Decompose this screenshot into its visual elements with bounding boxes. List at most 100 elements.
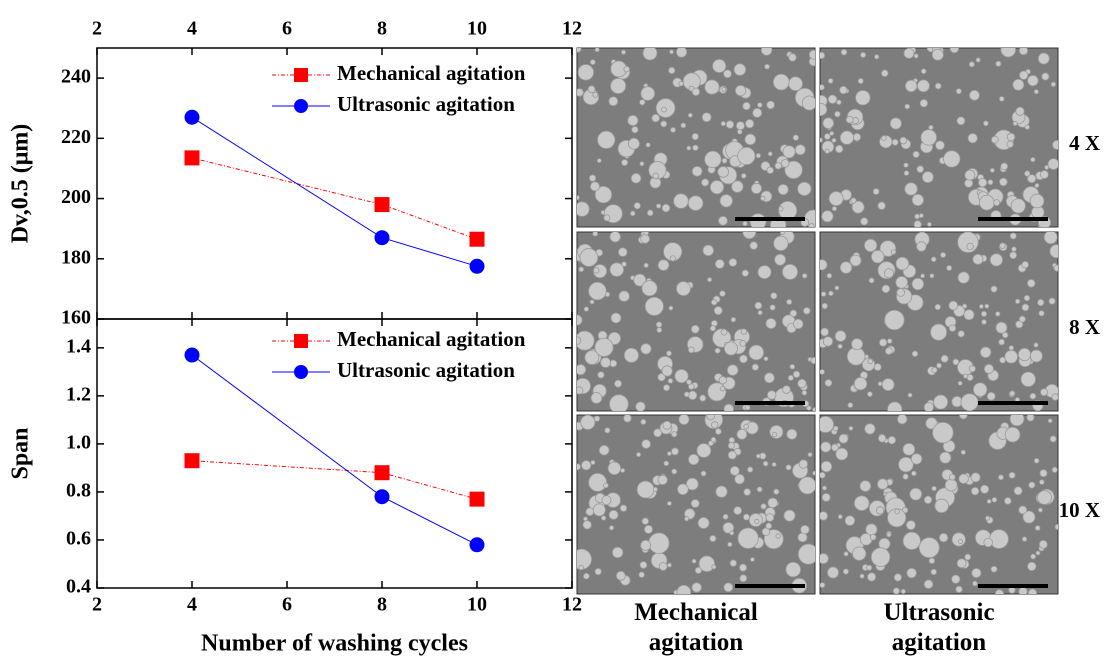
particle	[727, 450, 737, 460]
particle	[934, 303, 941, 311]
particle	[1039, 479, 1045, 485]
particle	[767, 497, 779, 509]
particle	[875, 506, 885, 515]
particle	[594, 48, 600, 53]
particle	[661, 365, 673, 377]
particle	[669, 255, 676, 262]
particle	[836, 99, 842, 106]
particle	[1052, 139, 1058, 150]
particle	[902, 473, 909, 480]
particle	[892, 587, 900, 594]
particle	[577, 201, 590, 217]
particle	[1047, 418, 1053, 424]
particle	[1043, 232, 1058, 245]
particle	[903, 170, 910, 176]
y-tick-label: 1.4	[66, 335, 91, 357]
particle	[794, 144, 806, 156]
particle	[774, 162, 782, 170]
particle	[990, 565, 998, 573]
particle	[739, 574, 748, 583]
particle	[792, 370, 801, 378]
particle	[788, 76, 803, 92]
particle	[1040, 388, 1049, 397]
particle	[904, 79, 918, 93]
particle	[911, 193, 924, 207]
particle	[1021, 303, 1030, 312]
particle	[614, 379, 623, 388]
particle	[837, 343, 843, 349]
particle	[1008, 345, 1015, 351]
x-tick-label: 2	[92, 594, 102, 616]
particle	[714, 347, 721, 354]
particle	[618, 290, 630, 302]
particle	[820, 441, 832, 453]
particle	[1037, 490, 1052, 505]
particle	[810, 356, 815, 365]
particle	[894, 508, 900, 515]
particle	[609, 394, 629, 411]
particle	[706, 415, 715, 421]
particle	[674, 369, 689, 384]
particle	[839, 85, 848, 95]
particle	[619, 504, 628, 512]
particle	[998, 338, 1005, 346]
particle	[742, 220, 748, 227]
y-tick-label: 160	[61, 307, 91, 329]
particle	[788, 53, 797, 62]
particle	[701, 112, 712, 123]
particle	[824, 148, 830, 154]
particle	[820, 553, 829, 565]
particle	[863, 238, 878, 253]
particle	[957, 330, 965, 338]
particle	[884, 347, 893, 355]
particle	[878, 338, 888, 347]
particle	[883, 268, 894, 279]
particle	[1013, 486, 1023, 496]
particle	[982, 120, 989, 127]
particle	[675, 48, 688, 58]
particle	[686, 379, 692, 386]
particle	[960, 393, 979, 411]
particle	[832, 425, 839, 432]
particle	[821, 492, 831, 502]
particle	[859, 573, 865, 579]
particle	[798, 476, 815, 495]
particle	[723, 69, 732, 79]
particle	[1015, 106, 1025, 116]
particle	[820, 291, 827, 297]
particle	[604, 427, 611, 434]
particle	[666, 500, 672, 506]
particle	[956, 558, 967, 569]
particle	[999, 242, 1006, 249]
particle	[955, 88, 962, 95]
particle	[1008, 471, 1016, 479]
particle	[661, 203, 671, 213]
particle	[782, 145, 796, 159]
particle	[704, 150, 722, 169]
particle	[820, 327, 829, 337]
legend-label: Ultrasonic agitation	[337, 358, 515, 382]
particle	[1027, 561, 1037, 572]
particle	[801, 95, 815, 111]
legend-label: Mechanical agitation	[337, 327, 526, 351]
particle	[597, 371, 605, 379]
particle	[767, 151, 773, 157]
particle	[727, 541, 733, 548]
particle	[839, 130, 855, 145]
particle	[643, 262, 649, 268]
particle	[979, 346, 992, 359]
row-label: 4 X	[1069, 131, 1100, 155]
particle	[756, 486, 763, 493]
particle	[631, 126, 639, 134]
particle	[757, 310, 763, 316]
particle	[583, 572, 590, 580]
particle	[652, 172, 660, 180]
particle	[958, 538, 964, 545]
particle	[826, 272, 833, 279]
particle	[687, 195, 704, 211]
particle	[722, 513, 729, 520]
particle	[797, 181, 812, 196]
legend-label: Mechanical agitation	[337, 61, 526, 85]
particle	[594, 337, 614, 357]
